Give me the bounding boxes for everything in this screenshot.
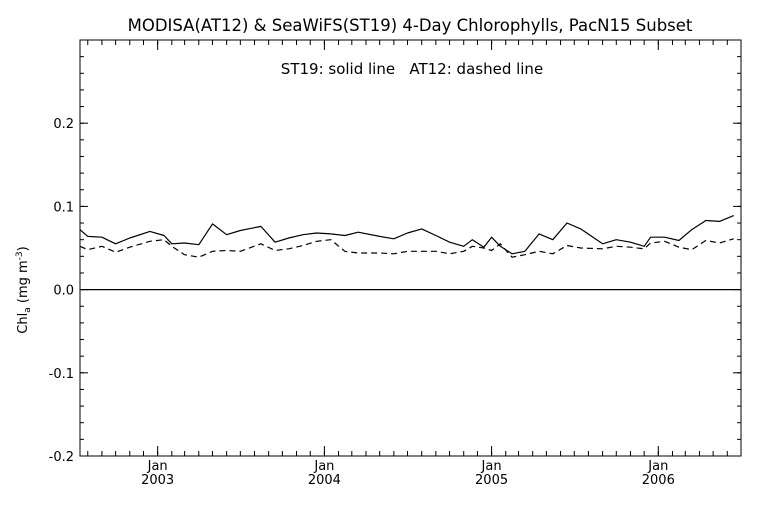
x-tick-month-label: Jan [313,459,334,474]
series-line-st19 [79,215,734,255]
chart-title: MODISA(AT12) & SeaWiFS(ST19) 4-Day Chlor… [128,16,693,35]
x-tick-year-label: 2003 [141,473,174,488]
x-tick-year-label: 2006 [642,473,675,488]
y-tick-label: 0.1 [53,200,74,215]
x-tick-month-label: Jan [481,459,502,474]
x-tick-year-label: 2004 [308,473,341,488]
y-tick-label: 0.2 [53,117,74,132]
series-annotation: ST19: solid line AT12: dashed line [281,60,543,78]
y-axis-label: Chla (mg m-3) [15,246,33,333]
y-tick-label: -0.1 [49,367,74,382]
plot-frame [79,39,742,457]
y-tick-label: 0.0 [53,284,74,299]
ylabel-subscript: a [23,307,33,313]
ylabel-exponent: -3 [15,251,25,260]
ylabel-units: (mg m [16,260,31,307]
x-tick-month-label: Jan [147,459,168,474]
y-tick-label: -0.2 [49,450,74,465]
ylabel-main: Chl [16,313,31,334]
x-tick-month-label: Jan [647,459,668,474]
series-line-at12 [79,238,734,258]
svg-text:Chla (mg m-3): Chla (mg m-3) [15,246,33,333]
plot-area: -0.2-0.10.00.10.2Jan2003Jan2004Jan2005Ja… [49,39,742,488]
x-tick-year-label: 2005 [475,473,508,488]
ylabel-close: ) [16,246,31,251]
